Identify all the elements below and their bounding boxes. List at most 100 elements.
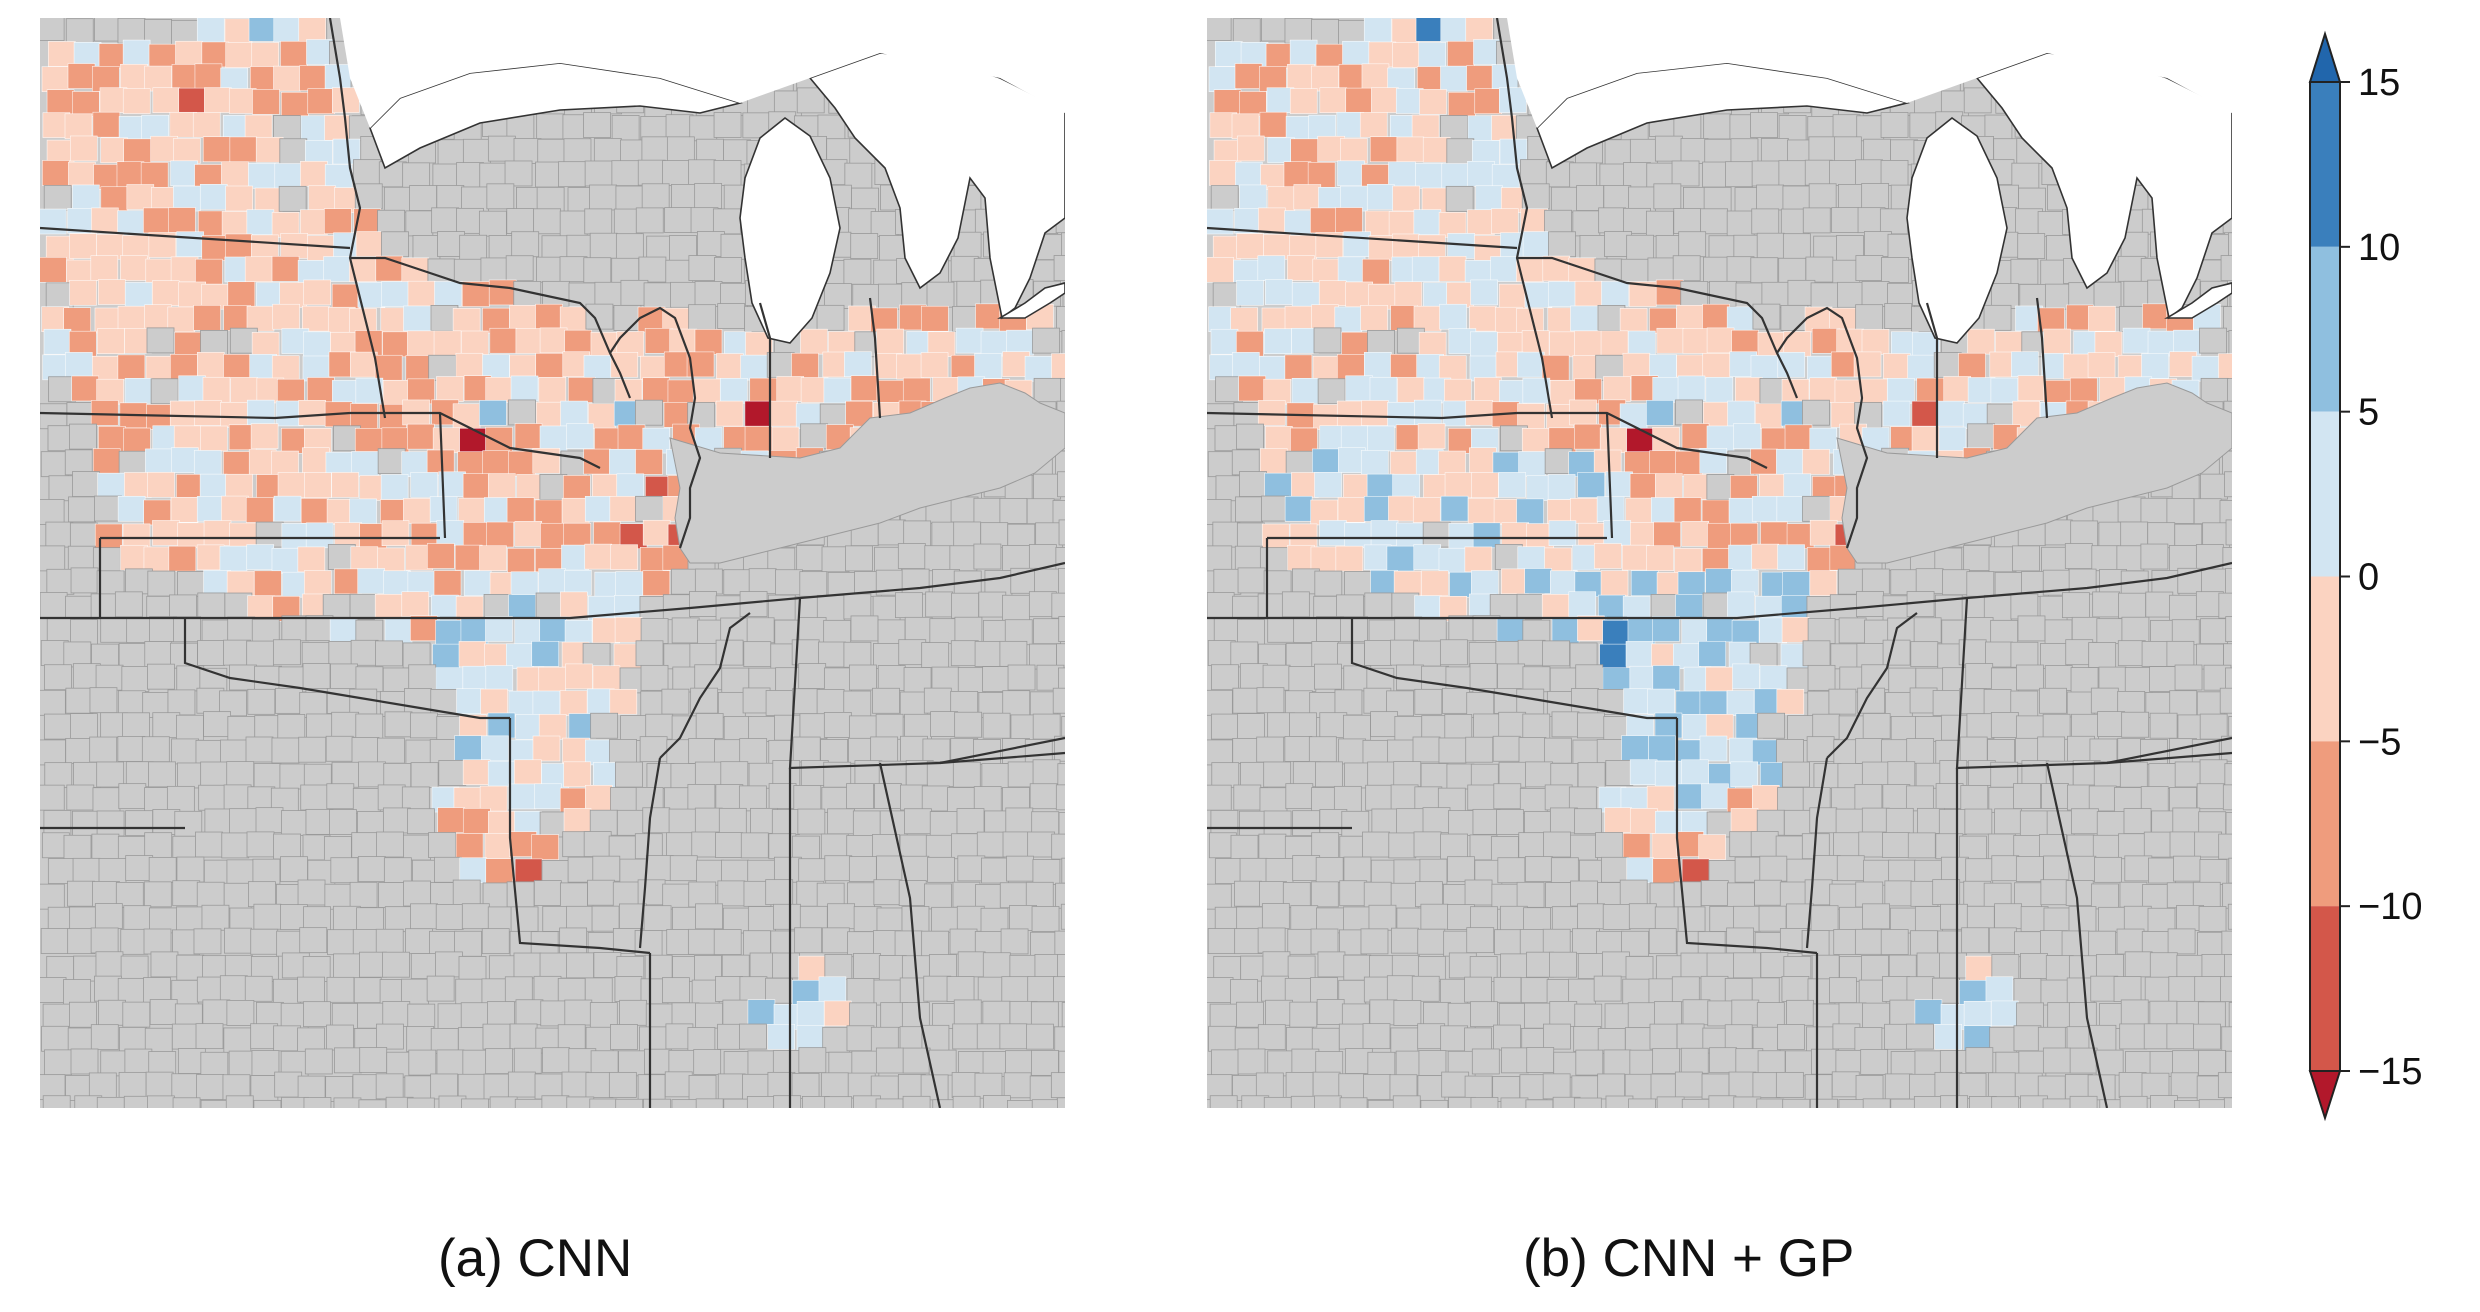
county-cell [744,400,773,427]
county-cell [251,332,280,358]
county-cell [566,423,594,449]
county-cell [124,282,153,308]
county-cell [177,762,205,789]
county-cell [515,999,544,1026]
county-cell [608,1071,637,1098]
county-cell [251,1050,280,1076]
county-cell [143,977,171,1003]
county-cell [561,497,590,524]
county-cell [485,1048,514,1075]
county-cell [1058,567,1065,594]
county-cell [193,928,222,955]
county-cell [1863,231,1892,257]
county-cell [823,619,852,646]
county-cell [246,209,275,235]
county-cell [70,135,98,162]
county-cell [150,378,179,405]
county-cell [281,523,310,549]
county-cell [1702,353,1731,379]
county-cell [246,831,275,858]
county-cell [797,808,826,835]
county-cell [1541,354,1570,381]
county-cell [1344,571,1372,597]
county-cell [821,927,850,954]
county-cell [589,809,618,836]
county-cell [999,498,1028,524]
county-cell [1471,472,1499,498]
county-cell [1548,281,1576,307]
county-cell [1033,618,1062,645]
county-cell [538,377,567,403]
county-cell [278,185,307,212]
county-cell [742,687,771,714]
county-cell [1056,306,1065,333]
county-cell [1619,308,1648,334]
county-cell [221,495,249,522]
colorbar-tick-label: −10 [2358,886,2422,928]
county-cell [1579,235,1608,261]
county-cell [298,400,326,426]
county-cell [1371,87,1399,113]
county-cell [482,354,510,380]
county-cell [876,855,905,882]
county-cell [746,617,775,644]
county-cell [200,425,228,452]
county-cell [1314,472,1342,498]
county-cell [1025,881,1054,908]
county-cell [1474,88,1503,115]
county-cell [1052,500,1065,526]
county-cell [957,951,986,978]
county-cell [436,185,465,211]
county-cell [69,1001,97,1028]
county-cell [1705,377,1734,403]
county-cell [2199,327,2227,354]
county-cell [203,570,231,596]
county-cell [564,619,593,646]
county-cell [515,328,544,354]
county-cell [515,714,543,740]
county-cell [225,42,253,68]
county-cell [196,976,225,1003]
county-cell [593,138,622,164]
county-cell [1682,328,1711,354]
county-cell [225,1095,254,1108]
county-cell [1289,39,1318,66]
county-cell [540,522,568,549]
county-cell [1263,233,1291,260]
county-cell [691,979,720,1006]
county-cell [383,186,412,213]
county-cell [1704,138,1733,165]
county-cell [818,641,846,668]
county-cell [2228,330,2232,356]
county-cell [816,689,845,715]
county-cell [1467,161,1495,187]
county-cell [331,711,360,738]
county-cell [1392,473,1420,500]
county-cell [1319,87,1348,114]
county-cell [40,257,67,283]
county-cell [1983,304,2012,331]
county-cell [1236,279,1264,306]
county-cell [120,544,148,571]
county-cell [922,738,951,765]
county-cell [954,711,983,738]
county-cell [202,136,231,163]
county-cell [504,976,533,1003]
county-cell [245,497,274,523]
county-cell [1029,783,1058,810]
county-cell [559,306,588,333]
county-cell [171,64,200,90]
county-cell [254,665,282,692]
county-cell [768,783,797,809]
county-cell [717,880,746,907]
county-cell [796,1025,825,1052]
county-cell [563,138,592,165]
county-cell [508,783,537,810]
county-cell [1413,399,1442,426]
county-cell [91,207,119,234]
county-cell [1802,399,1830,426]
county-cell [478,210,507,237]
county-cell [43,185,72,211]
county-cell [2119,306,2147,332]
county-cell [2141,353,2169,379]
